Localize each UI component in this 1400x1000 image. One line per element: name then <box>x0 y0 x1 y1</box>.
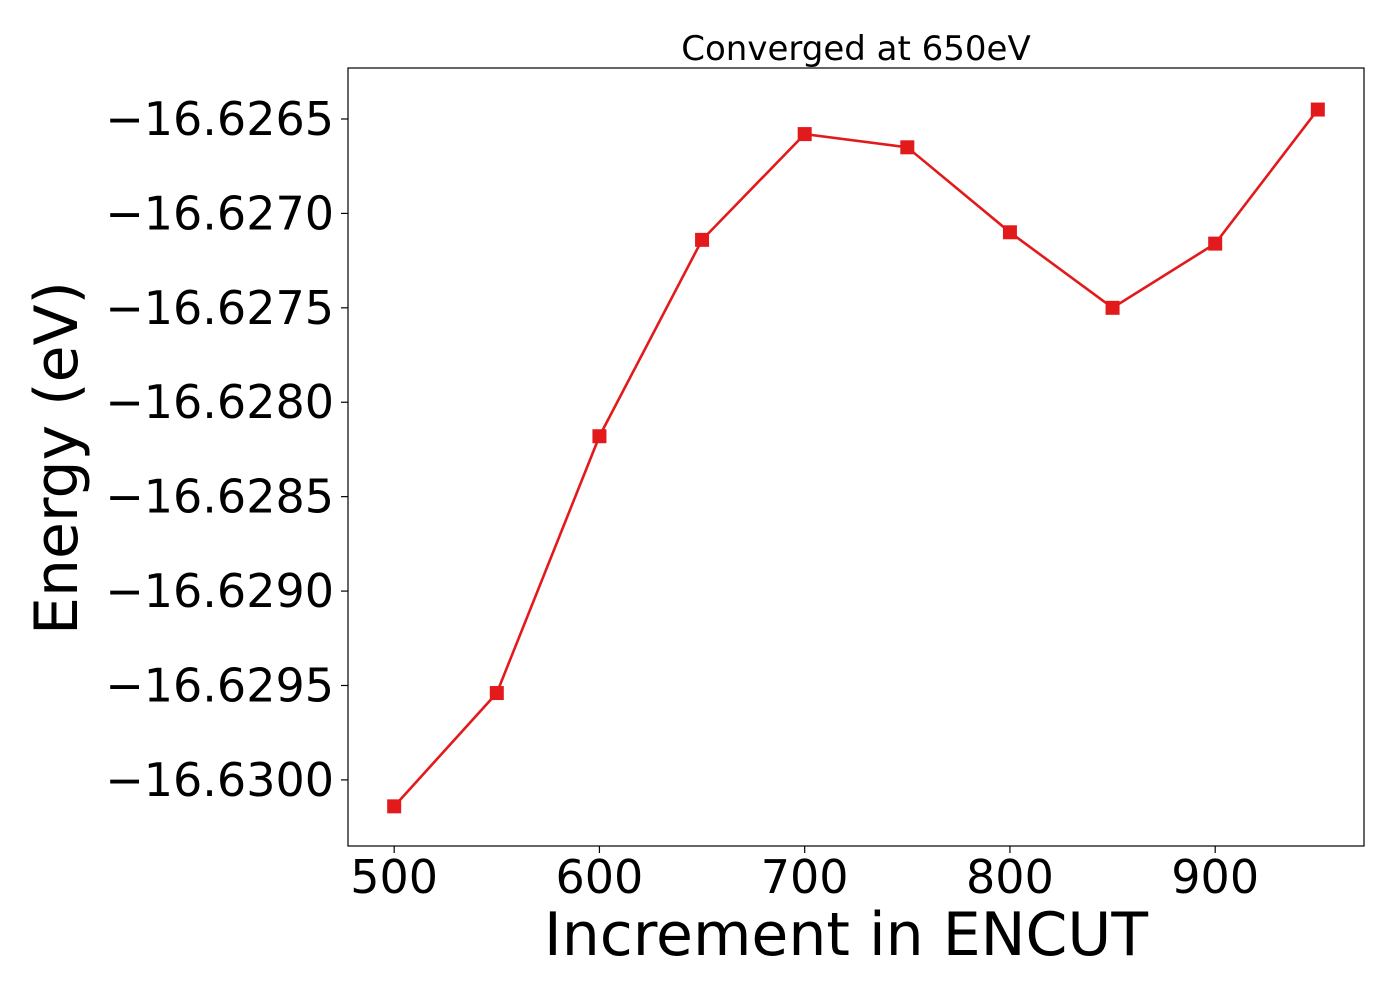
data-point-marker <box>1002 225 1017 240</box>
x-tick-label: 700 <box>761 850 849 904</box>
data-point-marker <box>592 429 607 444</box>
y-tick-label: −16.6295 <box>105 658 334 712</box>
x-axis-label: Increment in ENCUT <box>544 900 1148 970</box>
y-tick-label: −16.6265 <box>105 92 334 146</box>
plot-area-frame <box>347 67 1365 847</box>
x-axis-ticks: 500 600 700 800 900 <box>350 846 1259 904</box>
series-layer <box>387 102 1325 814</box>
data-point-marker <box>1208 236 1223 251</box>
chart-title: Converged at 650eV <box>681 29 1030 69</box>
data-point-marker <box>797 127 812 142</box>
data-point-marker <box>900 140 915 155</box>
x-tick-label: 900 <box>1171 850 1259 904</box>
data-point-marker <box>489 686 504 701</box>
data-point-marker <box>1105 300 1120 315</box>
x-tick-label: 600 <box>556 850 644 904</box>
x-tick-label: 800 <box>966 850 1054 904</box>
y-tick-label: −16.6285 <box>105 470 334 524</box>
series-line <box>393 108 1319 808</box>
y-tick-label: −16.6300 <box>105 753 334 807</box>
y-tick-label: −16.6270 <box>105 186 334 240</box>
y-tick-label: −16.6290 <box>105 564 334 618</box>
data-point-marker <box>387 799 402 814</box>
y-tick-label: −16.6275 <box>105 281 334 335</box>
data-point-marker <box>1310 102 1325 117</box>
y-axis-label: Energy (eV) <box>22 281 92 635</box>
y-axis-ticks: −16.6265 −16.6270 −16.6275 −16.6280 −16.6285… <box>105 92 348 807</box>
y-tick-label: −16.6280 <box>105 375 334 429</box>
x-tick-label: 500 <box>350 850 438 904</box>
data-point-marker <box>695 232 710 247</box>
